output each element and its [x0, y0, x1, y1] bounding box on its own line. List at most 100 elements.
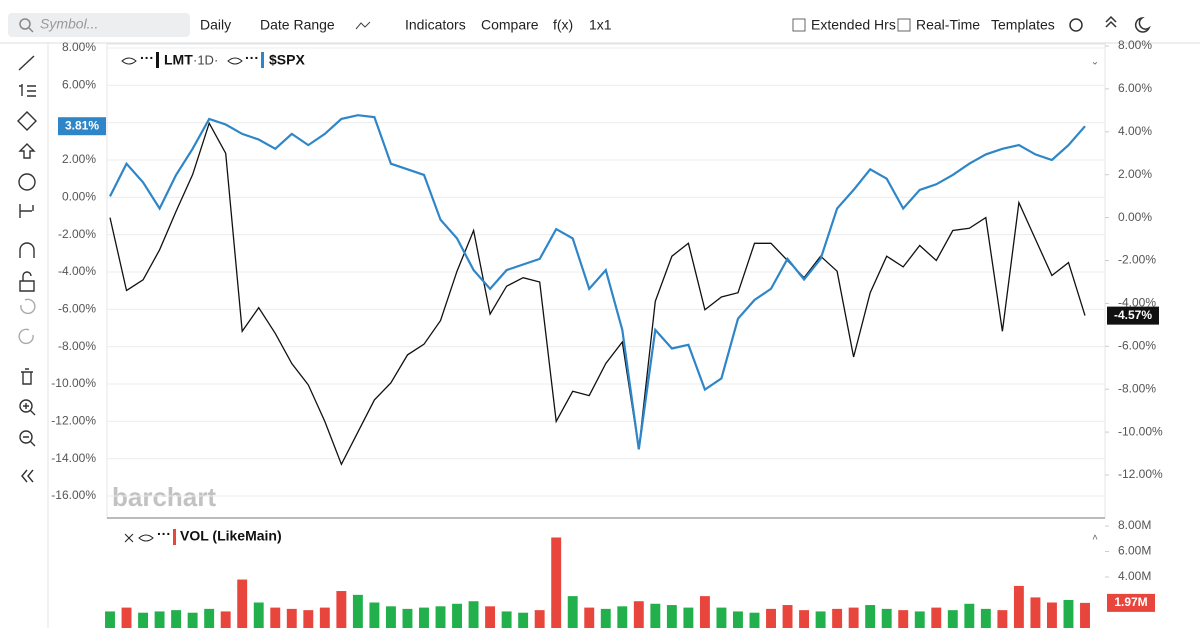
toolbar-item[interactable]: Daily	[200, 17, 231, 33]
y2-tick-label: -4.00%	[1118, 296, 1156, 310]
volume-bar	[964, 603, 975, 628]
y-tick-label: -6.00%	[58, 302, 96, 316]
toolbar-item[interactable]: Date Range	[260, 17, 335, 33]
volume-bar	[600, 608, 611, 628]
volume-bar	[468, 601, 479, 628]
volume-bar	[898, 610, 909, 628]
y2-tick-label: -6.00%	[1118, 338, 1156, 352]
volume-bar	[584, 607, 595, 628]
volume-bar	[633, 601, 644, 628]
volume-bar	[452, 603, 462, 628]
volume-bar	[733, 611, 743, 628]
panel-menu[interactable]: ⌄	[1091, 57, 1099, 68]
volume-bar	[319, 607, 330, 628]
checkbox[interactable]	[792, 18, 806, 32]
eye-icon[interactable]	[121, 57, 137, 65]
y-tick-label: 4.00M	[1118, 569, 1151, 583]
last-value-label: 1.97M	[1114, 595, 1147, 609]
volume-bar	[237, 579, 248, 628]
volume-bar	[1013, 585, 1024, 628]
volume-bar	[799, 610, 810, 628]
collapse-icon[interactable]	[1105, 15, 1117, 28]
volume-bar	[385, 606, 396, 628]
search-placeholder: Symbol...	[40, 16, 98, 32]
volume-bar	[171, 610, 182, 628]
search-icon	[28, 27, 34, 33]
y-tick-label: -8.00%	[58, 339, 96, 353]
search-box[interactable]	[8, 13, 190, 37]
toolbar-item[interactable]: f(x)	[553, 17, 573, 33]
y2-tick-label: 8.00%	[1118, 38, 1152, 52]
volume-bar	[947, 610, 958, 628]
settings-icon[interactable]	[1069, 18, 1083, 32]
plot-layer: 8.00% 6.00% 4.00% 2.00% 0.00% -2.00% -4.00% -6.…	[51, 38, 1163, 628]
legend-swatch	[261, 52, 264, 68]
volume-bar	[204, 608, 215, 628]
y-tick-label: -14.00%	[51, 451, 96, 465]
last-value-badge	[1107, 306, 1159, 325]
volume-bar	[154, 611, 165, 628]
y-tick-label: 0.00%	[62, 190, 96, 204]
eye-icon[interactable]	[227, 57, 243, 65]
volume-bar	[518, 612, 529, 628]
panel-menu[interactable]: ˄	[1092, 533, 1098, 544]
legend-menu[interactable]: ···	[140, 50, 154, 66]
volume-bar	[666, 605, 677, 628]
last-value-label: -4.57%	[1114, 308, 1152, 322]
volume-bar	[848, 607, 859, 628]
y-tick-label: 6.00M	[1118, 544, 1151, 558]
theme-icon[interactable]	[1134, 16, 1151, 33]
legend-menu[interactable]: ···	[245, 50, 259, 66]
legend-swatch	[156, 52, 159, 68]
y-tick-label: -12.00%	[51, 414, 96, 428]
volume-bar	[1080, 602, 1090, 628]
volume-bar	[270, 607, 281, 628]
last-value-label: 3.81%	[65, 118, 99, 132]
toolbar-item[interactable]: 1x1	[589, 17, 612, 33]
volume-bar	[650, 603, 661, 628]
y2-tick-label: 6.00%	[1118, 81, 1152, 95]
chart-type-icon[interactable]	[355, 21, 371, 30]
y-tick-label: -16.00%	[51, 488, 96, 502]
y2-tick-label: -12.00%	[1118, 467, 1163, 481]
toolbar-item[interactable]: Indicators	[405, 17, 466, 33]
volume-bar	[419, 607, 429, 628]
last-value-badge	[1107, 593, 1155, 612]
drawing-tools[interactable]	[17, 55, 37, 483]
last-value-badge	[58, 117, 106, 136]
volume-bar	[352, 594, 363, 628]
volume-bar	[815, 611, 826, 628]
volume-bar	[782, 605, 793, 628]
search-icon	[19, 18, 31, 30]
toolbar-item[interactable]: Compare	[481, 17, 539, 33]
checkbox-label: Extended Hrs	[811, 17, 896, 33]
volume-bar	[881, 608, 892, 628]
volume-bar	[369, 602, 380, 628]
close-icon[interactable]	[124, 533, 134, 543]
volume-bar	[551, 537, 562, 628]
y-tick-label: 8.00%	[62, 40, 96, 54]
volume-bar	[485, 606, 496, 628]
toolbar-item[interactable]: Templates	[991, 17, 1055, 33]
volume-bar	[501, 611, 512, 628]
y-tick-label: -2.00%	[58, 227, 96, 241]
volume-bar	[303, 610, 314, 628]
volume-bar	[617, 606, 628, 628]
volume-bar	[1030, 597, 1041, 628]
volume-bar	[716, 607, 727, 628]
y-tick-label: 8.00M	[1118, 518, 1151, 532]
price-line	[109, 121, 1086, 466]
legend-menu[interactable]: ···	[157, 526, 171, 542]
volume-bar	[121, 607, 132, 628]
eye-icon[interactable]	[138, 534, 154, 542]
y2-tick-label: -2.00%	[1118, 253, 1156, 267]
volume-bar	[567, 596, 578, 628]
checkbox[interactable]	[897, 18, 911, 32]
volume-bar	[997, 610, 1008, 628]
legend-swatch	[173, 529, 176, 545]
legend-interval: ·1D·	[193, 52, 218, 67]
volume-bar	[253, 602, 264, 628]
y-tick-label: -4.00%	[58, 264, 96, 278]
